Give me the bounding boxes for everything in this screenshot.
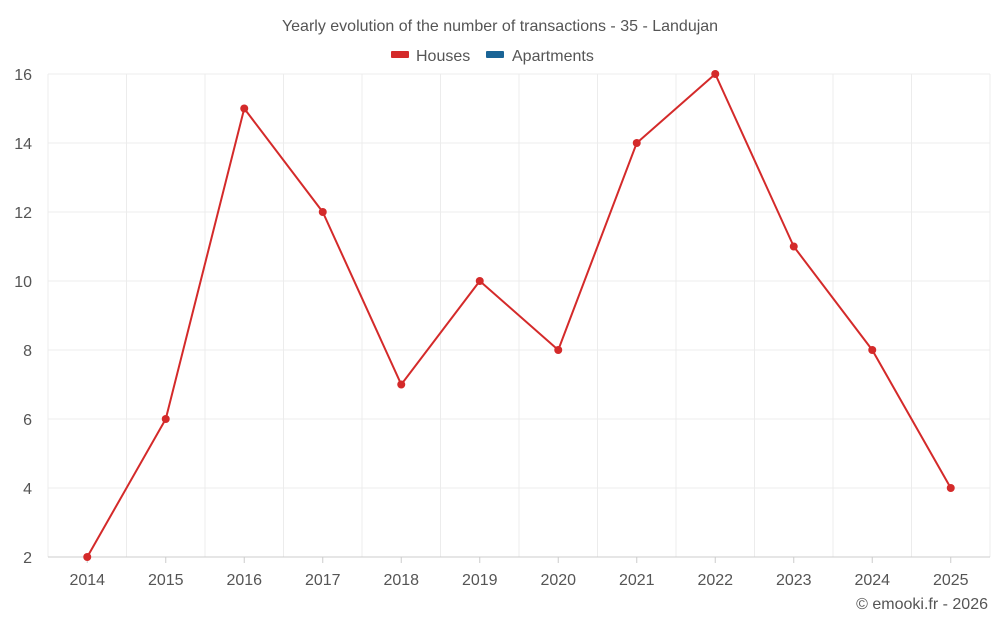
legend-item-apartments[interactable]: Apartments — [486, 48, 594, 65]
data-point-houses-2018[interactable] — [397, 380, 406, 389]
data-point-houses-2025[interactable] — [946, 484, 955, 492]
x-tick-label-2024: 2024 — [854, 572, 890, 589]
x-tick-label-2016: 2016 — [226, 572, 262, 589]
legend-label-houses: Houses — [416, 48, 470, 65]
x-tick-label-2018: 2018 — [383, 572, 419, 589]
y-tick-label-16: 16 — [14, 67, 32, 84]
grid — [47, 73, 991, 558]
x-tick-label-2019: 2019 — [462, 572, 498, 589]
data-point-houses-2017[interactable] — [318, 208, 327, 216]
y-tick-label-12: 12 — [14, 205, 32, 222]
legend-item-houses[interactable]: Houses — [391, 48, 470, 65]
y-tick-label-4: 4 — [23, 481, 32, 498]
series-layer — [83, 70, 955, 561]
x-tick-label-2023: 2023 — [776, 572, 812, 589]
credit-text: © emooki.fr - 2026 — [856, 596, 988, 613]
x-tick-label-2021: 2021 — [619, 572, 655, 589]
legend-label-apartments: Apartments — [512, 48, 594, 65]
data-point-houses-2021[interactable] — [632, 139, 641, 147]
x-tick-label-2022: 2022 — [697, 572, 733, 589]
data-point-houses-2014[interactable] — [83, 553, 92, 561]
chart-title: Yearly evolution of the number of transa… — [282, 18, 718, 35]
data-point-houses-2016[interactable] — [240, 104, 249, 113]
y-tick-label-14: 14 — [14, 136, 32, 153]
x-tick-label-2025: 2025 — [933, 572, 969, 589]
x-tick-label-2017: 2017 — [305, 572, 341, 589]
x-tick-label-2020: 2020 — [540, 572, 576, 589]
data-point-houses-2020[interactable] — [554, 346, 563, 354]
y-tick-label-8: 8 — [23, 343, 32, 360]
data-point-houses-2015[interactable] — [161, 415, 170, 423]
y-tick-label-2: 2 — [23, 550, 32, 567]
data-point-houses-2019[interactable] — [475, 277, 484, 285]
legend-swatch-houses — [391, 51, 409, 58]
legend: Houses Apartments — [391, 48, 594, 65]
x-axis: 2014 2015 2016 2017 2018 2019 2020 2021 2022 2023… — [48, 556, 990, 589]
data-point-houses-2024[interactable] — [868, 346, 877, 354]
x-tick-label-2014: 2014 — [69, 572, 105, 589]
legend-swatch-apartments — [486, 51, 504, 58]
y-tick-label-6: 6 — [23, 412, 32, 429]
series-line-houses — [86, 73, 952, 558]
data-point-houses-2022[interactable] — [711, 70, 720, 78]
y-tick-label-10: 10 — [14, 274, 32, 291]
data-point-houses-2023[interactable] — [789, 242, 798, 251]
x-tick-label-2015: 2015 — [148, 572, 184, 589]
y-axis: 2 4 6 8 10 12 14 16 — [14, 67, 32, 567]
